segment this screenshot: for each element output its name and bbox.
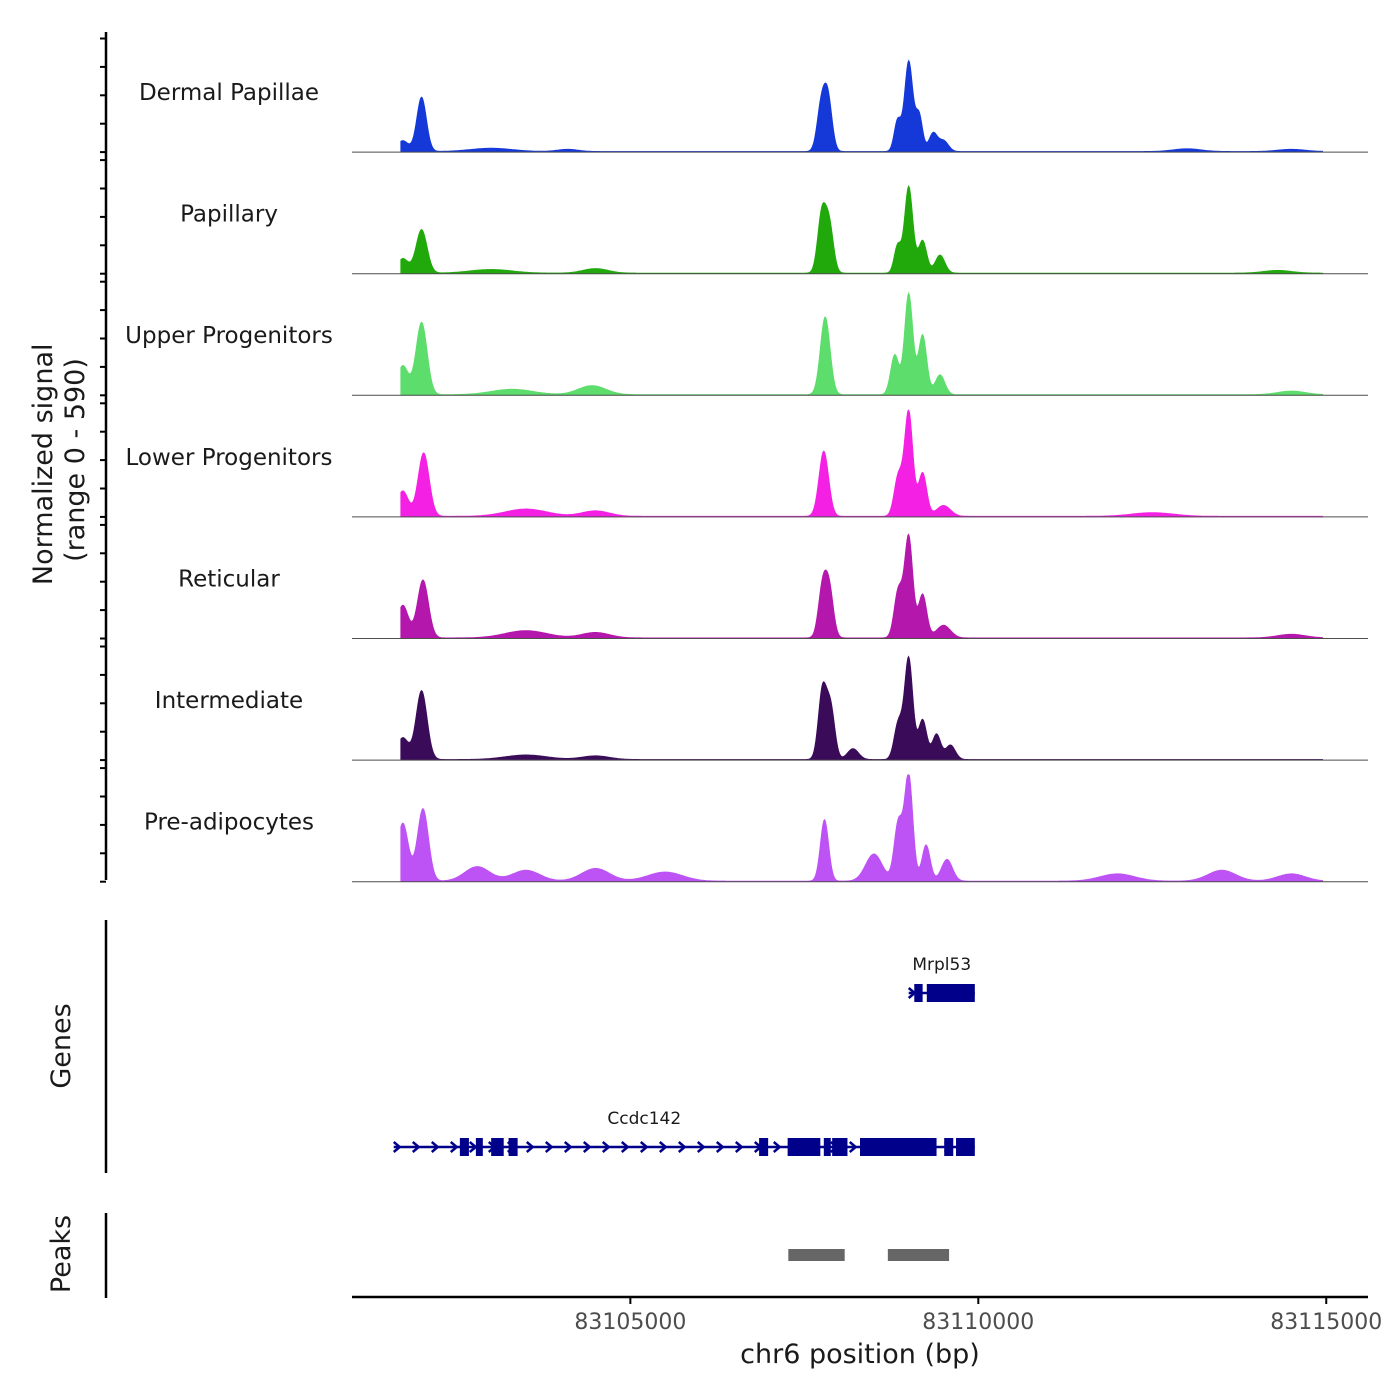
x-axis-ticks: 83105000 83110000 83115000 — [574, 1297, 1382, 1335]
gene-exon — [860, 1138, 937, 1156]
x-axis-title: chr6 position (bp) — [740, 1339, 980, 1370]
gene-exon — [787, 1138, 821, 1156]
signal-area — [400, 59, 1324, 153]
x-tick-label: 83110000 — [922, 1310, 1034, 1335]
y-axis-title-line1: Normalized signal — [28, 344, 59, 586]
track-intermediate: Intermediate — [155, 655, 1368, 761]
track-label: Dermal Papillae — [139, 80, 319, 106]
genes-track-label: Genes — [46, 1003, 77, 1088]
strand-arrow — [696, 1141, 706, 1153]
strand-arrow — [525, 1141, 535, 1153]
track-upper-progenitors: Upper Progenitors — [125, 291, 1368, 396]
peaks-track — [788, 1249, 950, 1261]
strand-arrow — [563, 1141, 573, 1153]
peak-region — [887, 1249, 950, 1261]
gene-exon — [508, 1138, 518, 1156]
gene-exon — [832, 1138, 848, 1156]
x-tick-label: 83115000 — [1270, 1310, 1382, 1335]
gene-mrpl53: Mrpl53 — [907, 955, 975, 1002]
gene-exon — [491, 1138, 504, 1156]
track-papillary: Papillary — [180, 184, 1368, 275]
track-reticular: Reticular — [178, 533, 1368, 639]
strand-arrow — [449, 1141, 459, 1153]
strand-arrow — [639, 1141, 649, 1153]
strand-arrow — [411, 1141, 421, 1153]
strand-arrow — [468, 1141, 478, 1153]
signal-area — [400, 409, 1324, 518]
track-lower-progenitors: Lower Progenitors — [126, 409, 1368, 518]
genes-track: Mrpl53 Ccdc142 — [392, 955, 975, 1156]
strand-arrow — [582, 1141, 592, 1153]
coverage-y-ticks — [100, 37, 106, 883]
signal-area — [400, 655, 1324, 761]
strand-arrow — [392, 1141, 402, 1153]
gene-ccdc142: Ccdc142 — [392, 1109, 975, 1156]
signal-area — [400, 774, 1324, 882]
coverage-tracks: Dermal Papillae Papillary Upper Progenitor… — [125, 59, 1368, 883]
track-label: Lower Progenitors — [126, 445, 333, 471]
gene-exon — [759, 1138, 769, 1156]
gene-exon — [956, 1138, 975, 1156]
strand-arrow — [430, 1141, 440, 1153]
track-label: Upper Progenitors — [125, 323, 333, 349]
gene-exon — [459, 1138, 469, 1156]
track-label: Intermediate — [155, 688, 303, 714]
strand-arrow — [601, 1141, 611, 1153]
gene-exon — [944, 1138, 954, 1156]
strand-arrow — [620, 1141, 630, 1153]
peak-region — [788, 1249, 845, 1261]
track-label: Pre-adipocytes — [144, 810, 314, 836]
signal-area — [400, 291, 1324, 396]
gene-label: Ccdc142 — [607, 1109, 681, 1129]
y-axis-title-line2: (range 0 - 590) — [60, 358, 91, 562]
strand-arrow — [734, 1141, 744, 1153]
signal-area — [400, 184, 1324, 274]
gene-exon — [926, 984, 975, 1002]
track-label: Reticular — [178, 566, 280, 592]
gene-label: Mrpl53 — [912, 955, 971, 975]
gene-exon — [914, 984, 923, 1002]
track-label: Papillary — [180, 202, 278, 228]
signal-area — [400, 533, 1324, 639]
strand-arrow — [658, 1141, 668, 1153]
strand-arrow — [848, 1141, 858, 1153]
strand-arrow — [544, 1141, 554, 1153]
peaks-track-label: Peaks — [46, 1215, 77, 1293]
gene-exon — [475, 1138, 483, 1156]
gene-exon — [823, 1138, 831, 1156]
track-pre-adipocytes: Pre-adipocytes — [144, 774, 1368, 883]
strand-arrow — [677, 1141, 687, 1153]
strand-arrow — [715, 1141, 725, 1153]
x-tick-label: 83105000 — [574, 1310, 686, 1335]
strand-arrow — [772, 1141, 782, 1153]
y-axis-title: Normalized signal (range 0 - 590) — [28, 335, 91, 585]
track-dermal-papillae: Dermal Papillae — [139, 59, 1368, 153]
